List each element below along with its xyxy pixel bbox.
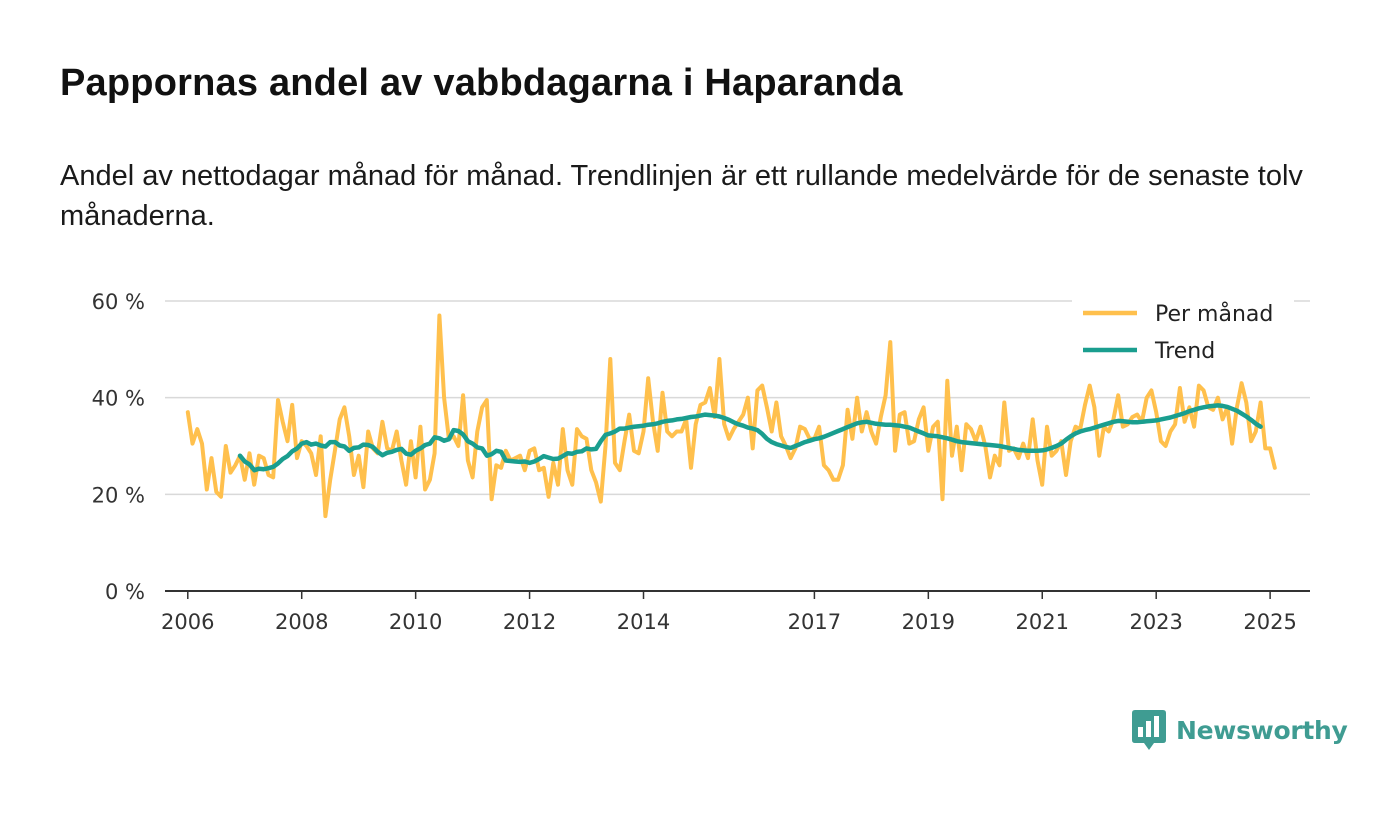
x-tick-label: 2012 [503, 610, 556, 634]
series-line-trend [237, 403, 1263, 473]
brand-name: Newsworthy [1176, 715, 1348, 745]
x-tick-label: 2008 [275, 610, 328, 634]
series-line-per-manad [185, 313, 1277, 519]
x-tick-label: 2006 [161, 610, 214, 634]
x-tick-label: 2019 [902, 610, 955, 634]
x-tick-label: 2010 [389, 610, 442, 634]
x-tick-label: 2017 [788, 610, 841, 634]
y-tick-label: 40 % [92, 387, 145, 411]
legend-label: Per månad [1155, 301, 1273, 327]
newsworthy-logo-icon [1132, 710, 1166, 750]
y-tick-label: 60 % [92, 290, 145, 314]
x-tick-label: 2021 [1016, 610, 1069, 634]
axes: 0 % 20 % 40 % 60 % 2006 2008 2010 2012 2014 2017 2… [92, 290, 1310, 634]
chart-title: Pappornas andel av vabbdagarna i Haparan… [60, 62, 903, 104]
series-lines [185, 313, 1277, 519]
legend-background [1072, 294, 1294, 376]
brand-logo: Newsworthy [1132, 710, 1348, 750]
x-tick-label: 2023 [1129, 610, 1182, 634]
x-tick-label: 2014 [617, 610, 670, 634]
y-tick-label: 20 % [92, 483, 145, 507]
x-tick-label: 2025 [1243, 610, 1296, 634]
legend: Per månad Trend [1072, 294, 1294, 376]
legend-label: Trend [1154, 339, 1215, 364]
y-tick-label: 0 % [105, 580, 145, 604]
chart-subtitle: Andel av nettodagar månad för månad. Tre… [60, 160, 1303, 232]
